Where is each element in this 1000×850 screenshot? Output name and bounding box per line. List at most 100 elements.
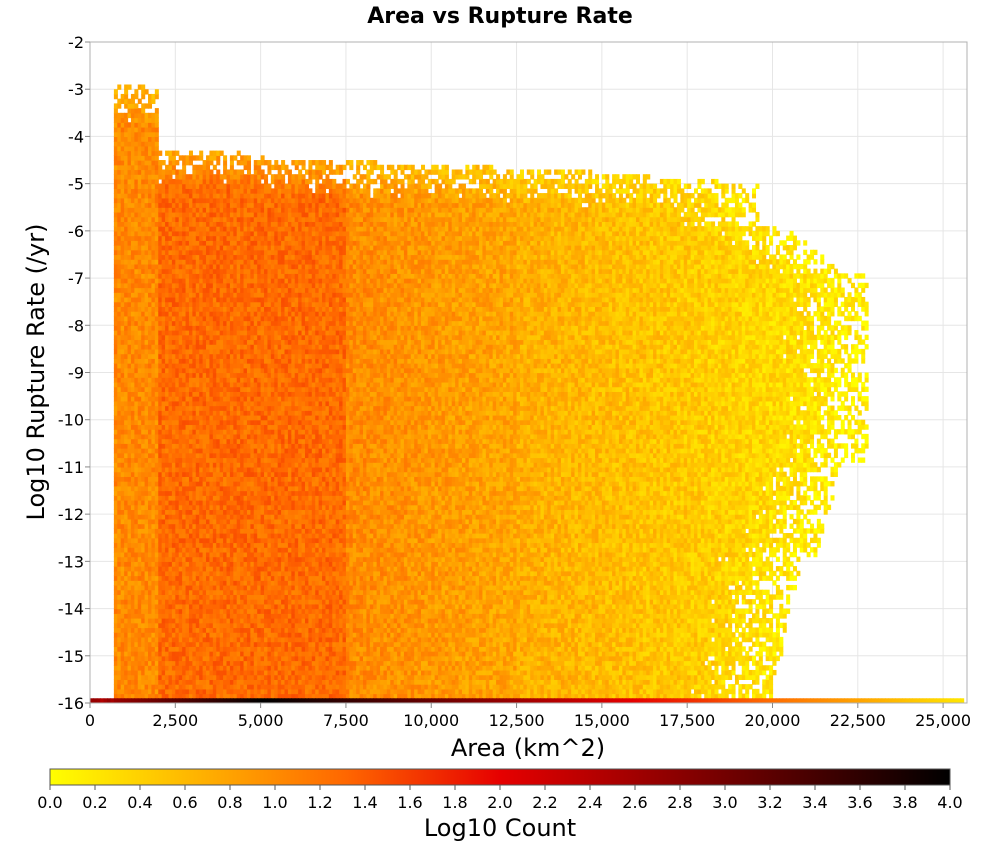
heatmap-cell (223, 193, 227, 198)
heatmap-cell (124, 254, 128, 259)
heatmap-cell (165, 486, 169, 491)
heatmap-cell (199, 273, 203, 278)
heatmap-cell (175, 486, 179, 491)
heatmap-cell (226, 221, 230, 226)
heatmap-cell (155, 679, 159, 684)
heatmap-cell (168, 288, 172, 293)
heatmap-cell (165, 339, 169, 344)
heatmap-cell (254, 429, 258, 434)
heatmap-cell (189, 410, 193, 415)
heatmap-cell (223, 169, 227, 174)
heatmap-cell (131, 467, 135, 472)
heatmap-cell (145, 264, 149, 269)
heatmap-cell (148, 401, 152, 406)
heatmap-cell (250, 443, 254, 448)
heatmap-cell (131, 415, 135, 420)
heatmap-cell (121, 415, 125, 420)
heatmap-cell (244, 627, 248, 632)
heatmap-cell (151, 420, 155, 425)
heatmap-cell (162, 269, 166, 274)
heatmap-cell (175, 325, 179, 330)
heatmap-cell (213, 495, 217, 500)
heatmap-cell (199, 250, 203, 255)
heatmap-cell (175, 618, 179, 623)
heatmap-cell (182, 292, 186, 297)
heatmap-cell (247, 311, 251, 316)
heatmap-cell (131, 240, 135, 245)
heatmap-cell (223, 311, 227, 316)
heatmap-cell (209, 585, 213, 590)
heatmap-cell (192, 491, 196, 496)
heatmap-cell (199, 542, 203, 547)
heatmap-cell (141, 514, 145, 519)
heatmap-cell (141, 472, 145, 477)
heatmap-cell (138, 245, 142, 250)
heatmap-cell (114, 198, 118, 203)
heatmap-cell (196, 594, 200, 599)
heatmap-cell (124, 207, 128, 212)
heatmap-cell (220, 396, 224, 401)
heatmap-cell (148, 656, 152, 661)
heatmap-cell (192, 226, 196, 231)
heatmap-cell (192, 415, 196, 420)
heatmap-cell (131, 590, 135, 595)
heatmap-cell (168, 434, 172, 439)
heatmap-cell (186, 557, 190, 562)
heatmap-cell (199, 590, 203, 595)
heatmap-cell (223, 434, 227, 439)
heatmap-cell (244, 439, 248, 444)
heatmap-cell (165, 519, 169, 524)
heatmap-cell (206, 316, 210, 321)
heatmap-cell (216, 240, 220, 245)
heatmap-cell (192, 316, 196, 321)
heatmap-cell (189, 354, 193, 359)
heatmap-cell (124, 514, 128, 519)
heatmap-cell (254, 509, 258, 514)
heatmap-cell (165, 613, 169, 618)
heatmap-cell (179, 420, 183, 425)
heatmap-cell (141, 453, 145, 458)
heatmap-cell (199, 169, 203, 174)
heatmap-cell (244, 462, 248, 467)
heatmap-cell (141, 401, 145, 406)
heatmap-cell (114, 500, 118, 505)
heatmap-cell (145, 226, 149, 231)
heatmap-cell (162, 207, 166, 212)
heatmap-cell (206, 169, 210, 174)
heatmap-cell (250, 580, 254, 585)
heatmap-cell (244, 632, 248, 637)
heatmap-cell (117, 288, 121, 293)
heatmap-cell (192, 420, 196, 425)
heatmap-cell (220, 151, 224, 156)
heatmap-cell (216, 174, 220, 179)
heatmap-cell (192, 495, 196, 500)
heatmap-cell (216, 221, 220, 226)
heatmap-cell (250, 188, 254, 193)
heatmap-cell (199, 373, 203, 378)
heatmap-cell (192, 188, 196, 193)
heatmap-cell (134, 462, 138, 467)
heatmap-cell (114, 429, 118, 434)
heatmap-cell (124, 316, 128, 321)
heatmap-cell (237, 264, 241, 269)
heatmap-cell (223, 552, 227, 557)
heatmap-cell (216, 231, 220, 236)
heatmap-cell (206, 344, 210, 349)
heatmap-cell (233, 552, 237, 557)
heatmap-cell (165, 273, 169, 278)
heatmap-cell (128, 410, 132, 415)
heatmap-cell (244, 288, 248, 293)
heatmap-cell (148, 231, 152, 236)
heatmap-cell (131, 377, 135, 382)
heatmap-cell (230, 491, 234, 496)
heatmap-cell (158, 542, 162, 547)
heatmap-cell (254, 311, 258, 316)
heatmap-cell (128, 670, 132, 675)
heatmap-cell (247, 429, 251, 434)
heatmap-cell (168, 665, 172, 670)
heatmap-cell (165, 491, 169, 496)
heatmap-cell (138, 627, 142, 632)
heatmap-cell (220, 580, 224, 585)
heatmap-cell (138, 207, 142, 212)
heatmap-cell (148, 585, 152, 590)
